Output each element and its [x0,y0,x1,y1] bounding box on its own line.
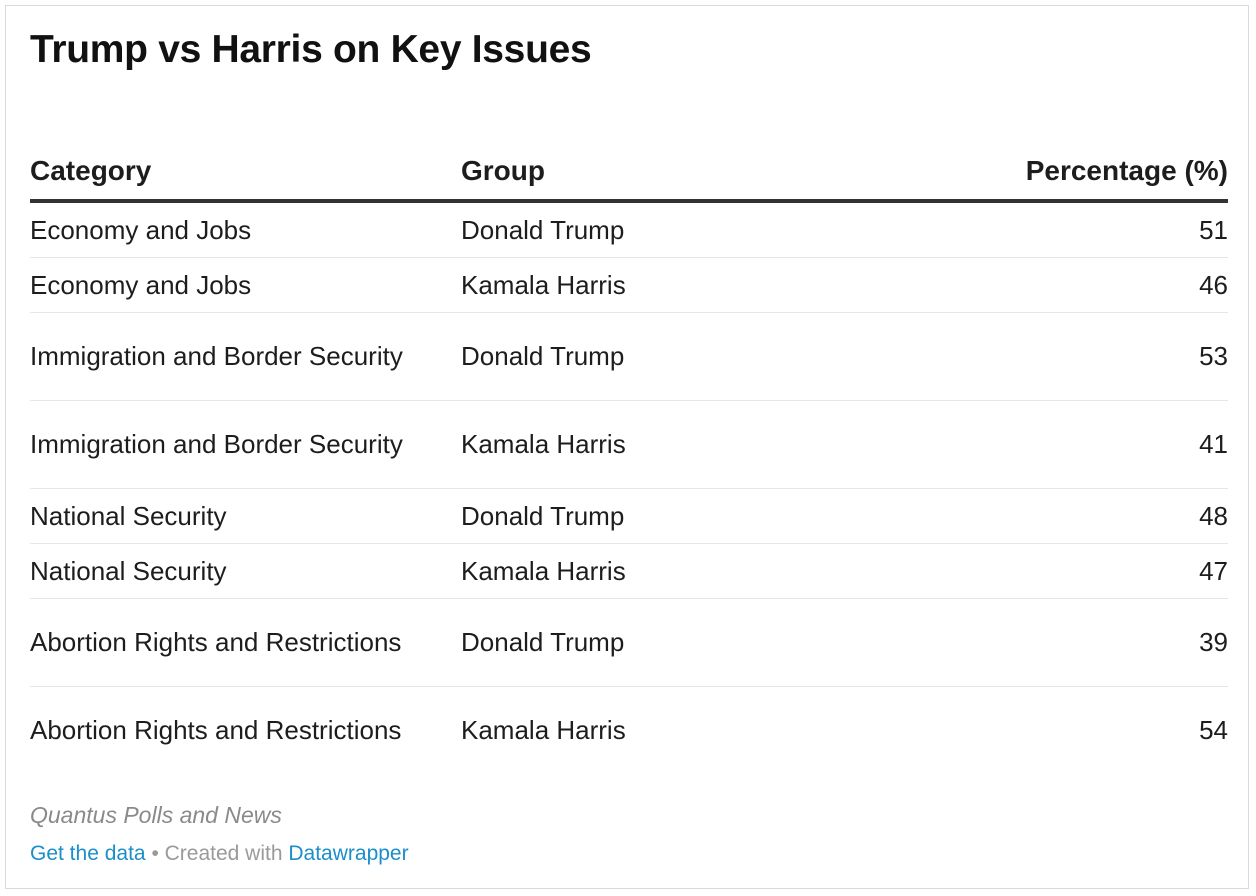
table-row: National Security Kamala Harris 47 [30,543,1228,599]
cell-category: Immigration and Border Security [30,312,461,401]
table-header-row: Category Group Percentage (%) [30,128,1228,203]
table-row: Immigration and Border Security Kamala Ha… [30,400,1228,489]
cell-group: Donald Trump [461,312,891,401]
cell-category: Immigration and Border Security [30,400,461,489]
table-body: Economy and Jobs Donald Trump 51 Economy an… [30,201,1228,774]
table-row: National Security Donald Trump 48 [30,488,1228,544]
cell-percentage: 39 [891,598,1228,687]
cell-group: Donald Trump [461,488,891,544]
column-header-group[interactable]: Group [461,128,891,203]
table-row: Abortion Rights and Restrictions Donald T… [30,598,1228,687]
get-data-link[interactable]: Get the data [30,842,146,865]
table-row: Economy and Jobs Donald Trump 51 [30,201,1228,258]
cell-percentage: 54 [1199,715,1228,745]
cell-category: Abortion Rights and Restrictions [30,598,461,687]
cell-category: Abortion Rights and Restrictions [30,715,402,745]
table-row: Immigration and Border Security Donald Tr… [30,312,1228,401]
cell-percentage: 47 [891,543,1228,599]
cell-percentage: 46 [891,257,1228,313]
cell-group: Donald Trump [461,598,891,687]
cell-percentage: 41 [891,400,1228,489]
cell-group: Kamala Harris [461,715,626,745]
chart-title: Trump vs Harris on Key Issues [30,28,592,71]
cell-percentage: 48 [891,488,1228,544]
cell-category: Economy and Jobs [30,257,461,313]
column-header-category[interactable]: Category [30,128,461,203]
created-with-text: Created with [164,842,283,865]
source-note: Quantus Polls and News [30,802,282,828]
cell-group: Kamala Harris [461,400,891,489]
cell-group: Kamala Harris [461,543,891,599]
cell-category: National Security [30,488,461,544]
footer: Get the data • Created with Datawrapper [30,842,409,866]
table-row: Economy and Jobs Kamala Harris 46 [30,257,1228,313]
cell-category: National Security [30,543,461,599]
cell-category: Economy and Jobs [30,201,461,258]
table-row: Abortion Rights and Restrictions Kamala H… [30,687,1228,775]
column-header-percentage[interactable]: Percentage (%) [891,128,1228,203]
datawrapper-link[interactable]: Datawrapper [288,842,409,865]
chart-frame [5,5,1249,889]
footer-separator: • [151,842,159,865]
cell-percentage: 53 [891,312,1228,401]
cell-group: Kamala Harris [461,257,891,313]
cell-group: Donald Trump [461,201,891,258]
cell-percentage: 51 [891,201,1228,258]
data-table: Category Group Percentage (%) Economy an… [30,128,1228,774]
